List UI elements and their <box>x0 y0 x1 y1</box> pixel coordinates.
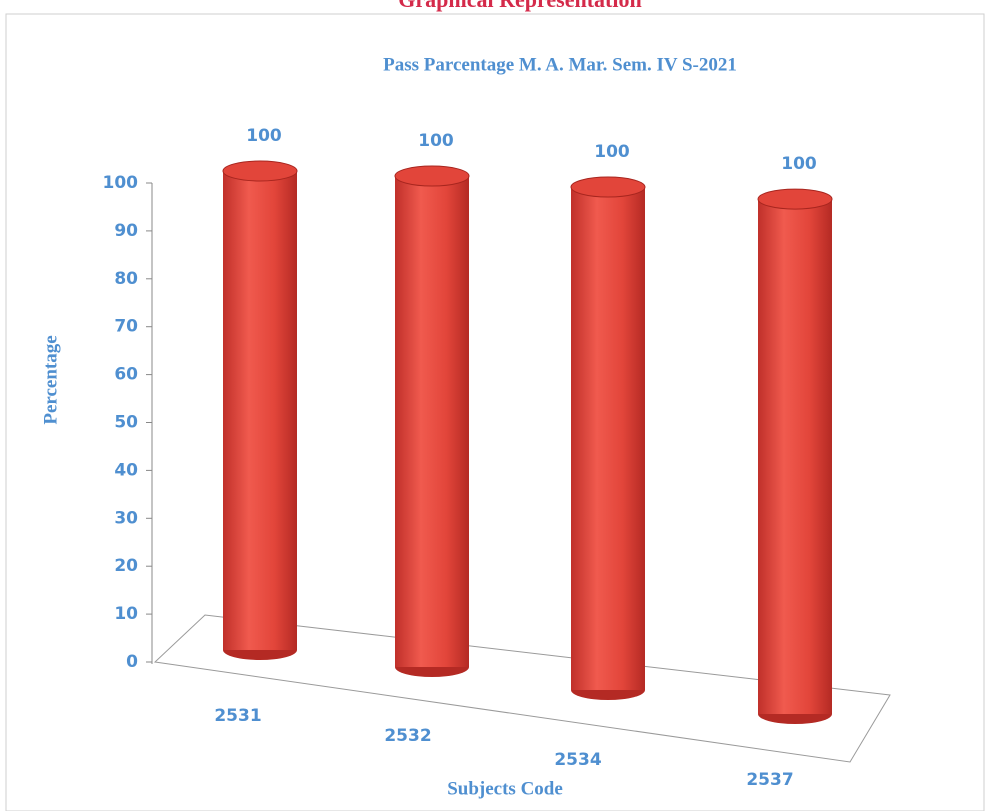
bar <box>395 176 469 667</box>
cylinder-top <box>222 160 298 182</box>
x-tick-label: 2531 <box>214 706 261 726</box>
y-tick-label: 30 <box>114 508 138 528</box>
bar <box>758 199 832 714</box>
y-tick-label: 10 <box>114 604 138 624</box>
x-axis-label: Subjects Code <box>447 778 563 799</box>
cylinder-top <box>757 188 833 210</box>
y-tick-label: 100 <box>103 173 139 193</box>
chart-title: Pass Parcentage M. A. Mar. Sem. IV S-202… <box>383 54 737 75</box>
bar <box>223 171 297 650</box>
value-label: 100 <box>781 154 817 174</box>
chart-frame <box>5 13 985 811</box>
y-tick-label: 50 <box>114 413 138 433</box>
y-tick-label: 80 <box>114 269 138 289</box>
y-tick-label: 0 <box>126 652 138 672</box>
x-tick-label: 2534 <box>554 750 601 770</box>
y-tick-label: 70 <box>114 317 138 337</box>
value-label: 100 <box>594 142 630 162</box>
x-tick-label: 2532 <box>384 726 431 746</box>
y-tick-label: 90 <box>114 221 138 241</box>
y-axis-label: Percentage <box>40 335 61 424</box>
value-label: 100 <box>418 131 454 151</box>
y-tick-label: 40 <box>114 460 138 480</box>
bar <box>571 187 645 691</box>
y-tick-label: 60 <box>114 365 138 385</box>
page-title: Graphical Representation <box>398 0 641 12</box>
cylinder-top <box>570 176 646 198</box>
cylinder-top <box>394 165 470 187</box>
y-tick-label: 20 <box>114 556 138 576</box>
floor <box>153 614 891 763</box>
x-tick-label: 2537 <box>746 770 793 790</box>
value-label: 100 <box>246 126 282 146</box>
